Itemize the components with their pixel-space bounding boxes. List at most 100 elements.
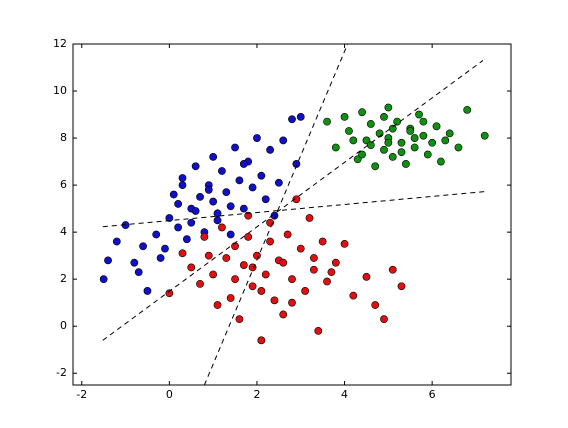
point — [283, 230, 292, 239]
point — [257, 336, 266, 345]
point — [441, 136, 450, 145]
x-tick-label: 4 — [341, 388, 348, 401]
point — [204, 185, 213, 194]
point — [340, 113, 349, 121]
point — [187, 263, 196, 272]
point — [178, 181, 187, 190]
point — [143, 287, 152, 295]
point — [349, 291, 358, 300]
y-tick-label: 2 — [60, 272, 67, 285]
point — [235, 315, 244, 324]
point — [331, 143, 340, 152]
point — [349, 136, 358, 145]
point — [366, 120, 375, 128]
point — [314, 327, 323, 335]
point — [288, 275, 296, 284]
point — [226, 202, 235, 211]
point — [165, 289, 174, 298]
point — [397, 138, 406, 147]
point — [130, 258, 139, 267]
point — [204, 251, 213, 260]
point — [213, 216, 222, 225]
x-tick-label: 6 — [429, 388, 436, 401]
point — [112, 237, 121, 246]
point — [266, 145, 274, 154]
point — [174, 223, 183, 232]
point — [388, 124, 397, 133]
point — [165, 214, 174, 222]
point — [296, 113, 305, 121]
point — [200, 232, 209, 241]
point — [218, 167, 226, 175]
dashed-line — [102, 60, 484, 341]
point — [266, 218, 274, 227]
point — [266, 237, 274, 246]
x-tick-label: 2 — [253, 388, 260, 401]
point — [99, 275, 108, 284]
point — [239, 204, 248, 213]
point — [358, 108, 366, 117]
point — [288, 115, 296, 124]
point — [253, 134, 261, 142]
point — [191, 162, 200, 171]
x-tick-label: 0 — [166, 388, 173, 401]
point — [371, 162, 380, 171]
point — [380, 145, 388, 154]
point — [178, 174, 187, 182]
y-tick-label: 8 — [60, 131, 67, 144]
point — [305, 214, 314, 222]
point — [279, 258, 288, 267]
point — [222, 254, 231, 262]
point — [187, 218, 196, 227]
point — [209, 270, 218, 279]
point — [423, 150, 432, 159]
point — [134, 268, 143, 277]
point — [292, 195, 301, 204]
point — [161, 244, 169, 253]
point — [231, 143, 239, 152]
point — [437, 157, 445, 166]
point — [384, 103, 393, 112]
point — [301, 287, 310, 295]
point — [209, 152, 218, 161]
y-tick-label: 0 — [60, 319, 67, 332]
point — [209, 197, 218, 206]
point — [239, 261, 248, 269]
point — [156, 254, 165, 262]
point — [178, 249, 187, 258]
y-tick-label: 10 — [53, 84, 67, 97]
point — [261, 195, 270, 204]
y-tick-label: 12 — [53, 37, 67, 50]
point — [397, 148, 406, 157]
point — [340, 239, 349, 248]
point — [257, 287, 266, 295]
point — [174, 200, 183, 208]
point — [327, 268, 336, 277]
point — [480, 131, 489, 140]
point — [139, 242, 147, 251]
y-tick-label: 6 — [60, 178, 67, 191]
dashed-line — [203, 44, 349, 385]
point — [401, 160, 410, 168]
point — [213, 301, 222, 309]
point — [318, 237, 327, 246]
point — [388, 152, 397, 161]
point — [222, 188, 231, 197]
y-tick-label: 4 — [60, 225, 67, 238]
point — [388, 265, 397, 274]
point — [380, 113, 388, 121]
dashed-line — [102, 190, 487, 228]
point — [415, 110, 423, 119]
point — [445, 129, 454, 138]
point — [331, 258, 340, 267]
point — [432, 122, 441, 131]
point — [279, 310, 288, 319]
point — [309, 265, 318, 274]
point — [463, 105, 472, 114]
point — [248, 183, 257, 192]
point — [410, 143, 419, 152]
point — [196, 279, 204, 288]
point — [274, 178, 283, 187]
